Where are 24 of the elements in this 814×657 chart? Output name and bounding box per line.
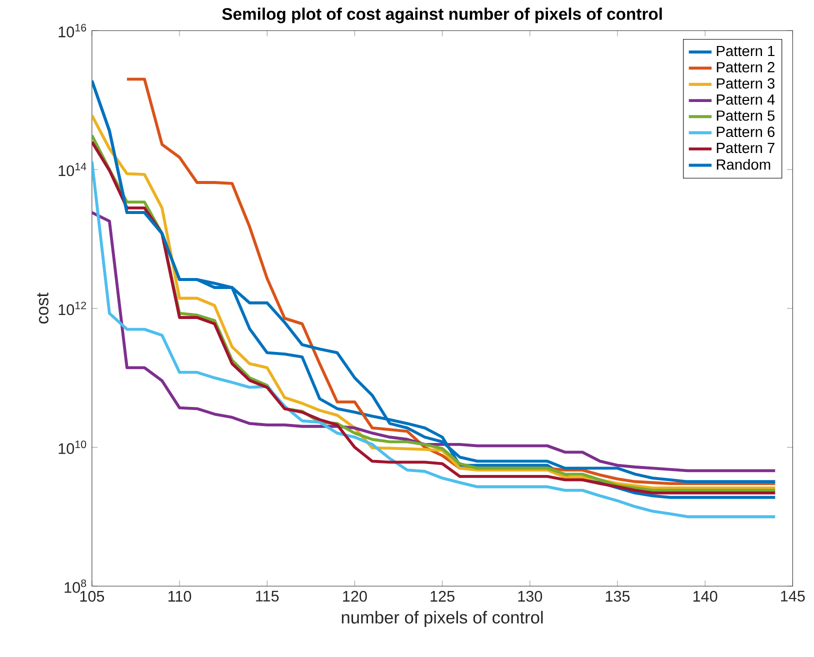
y-tick-label: 10$^{10}$ bbox=[58, 440, 86, 454]
x-tick-label: 105 bbox=[80, 590, 104, 602]
legend-label: Pattern 5 bbox=[716, 110, 775, 121]
x-tick-label: 140 bbox=[693, 590, 718, 602]
legend-label: Pattern 3 bbox=[716, 78, 775, 89]
legend-label: Pattern 6 bbox=[716, 126, 775, 138]
x-tick-label: 135 bbox=[606, 590, 630, 602]
legend-label: Pattern 4 bbox=[716, 94, 775, 105]
legend-label: Random bbox=[716, 159, 770, 170]
y-tick-label: 10$^{14}$ bbox=[58, 162, 86, 176]
x-tick-label: 145 bbox=[781, 590, 805, 602]
x-axis-title: number of pixels of control bbox=[342, 610, 543, 628]
x-tick-label: 120 bbox=[343, 590, 367, 602]
x-tick-label: 115 bbox=[256, 590, 279, 602]
legend-label: Pattern 7 bbox=[716, 142, 774, 154]
legend-label: Pattern 2 bbox=[716, 62, 774, 73]
chart-title: Semilog plot of cost against number of pixels of control bbox=[222, 8, 662, 24]
y-tick-label: 10$^{16}$ bbox=[58, 24, 86, 38]
x-tick-label: 125 bbox=[430, 590, 454, 602]
y-axis-title: cost bbox=[37, 292, 48, 324]
x-tick-label: 130 bbox=[518, 590, 542, 602]
y-tick-label: 10$^{12}$ bbox=[58, 302, 86, 316]
x-tick-label: 110 bbox=[168, 590, 192, 602]
legend-label: Pattern 1 bbox=[716, 46, 774, 56]
